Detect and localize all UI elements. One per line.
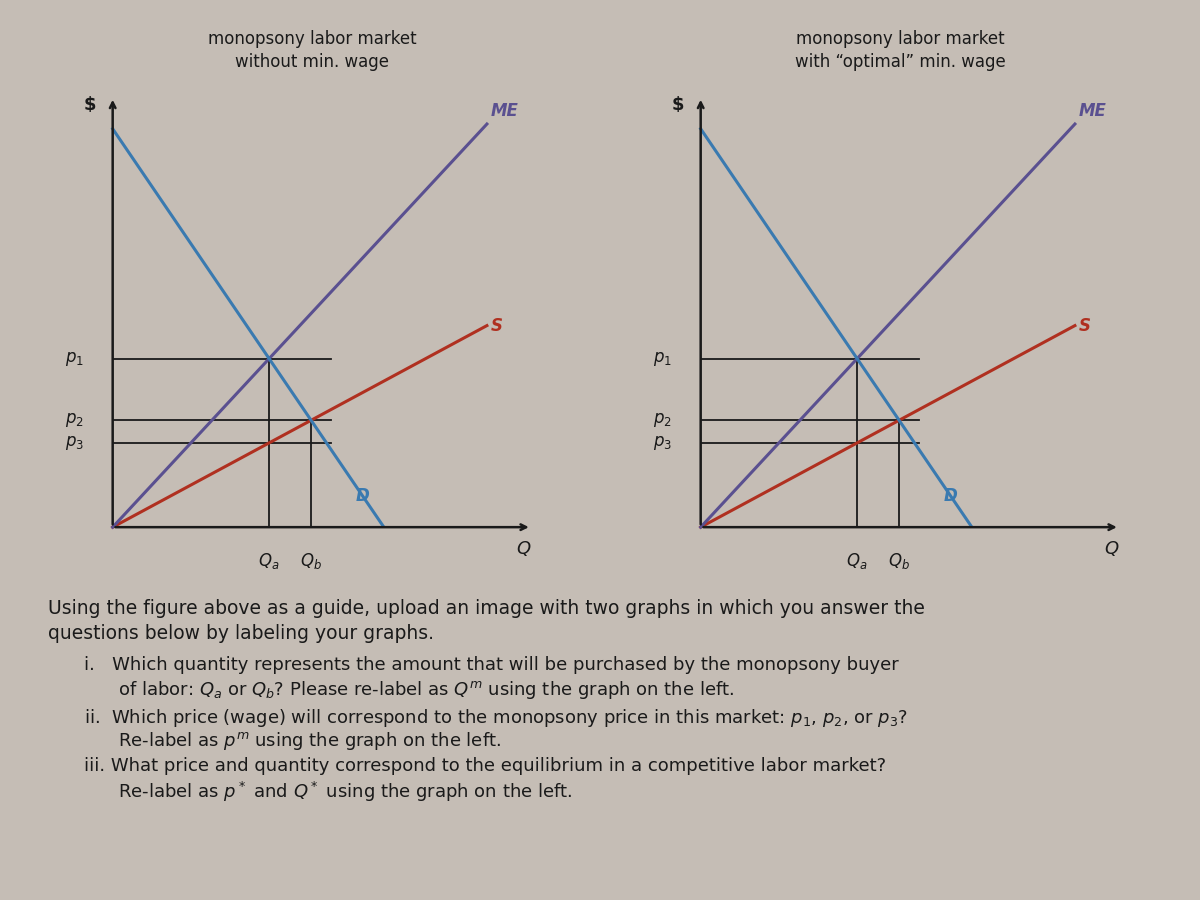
Text: $p_3$: $p_3$	[65, 434, 84, 452]
Text: $p_2$: $p_2$	[65, 411, 84, 429]
Text: Re-label as $p^*$ and $Q^*$ using the graph on the left.: Re-label as $p^*$ and $Q^*$ using the gr…	[84, 780, 572, 804]
Text: $p_3$: $p_3$	[653, 434, 672, 452]
Text: S: S	[491, 317, 503, 335]
Text: iii. What price and quantity correspond to the equilibrium in a competitive labo: iii. What price and quantity correspond …	[84, 757, 886, 775]
Text: $Q_b$: $Q_b$	[888, 551, 910, 572]
Text: S: S	[1079, 317, 1091, 335]
Text: Q: Q	[516, 540, 530, 558]
Text: $Q_a$: $Q_a$	[258, 551, 280, 572]
Text: $: $	[84, 96, 96, 114]
Text: Using the figure above as a guide, upload an image with two graphs in which you : Using the figure above as a guide, uploa…	[48, 598, 925, 617]
Text: $p_1$: $p_1$	[65, 349, 84, 367]
Text: $p_2$: $p_2$	[653, 411, 672, 429]
Title: monopsony labor market
without min. wage: monopsony labor market without min. wage	[208, 30, 416, 71]
Text: $: $	[672, 96, 684, 114]
Text: Q: Q	[1104, 540, 1118, 558]
Text: $Q_b$: $Q_b$	[300, 551, 322, 572]
Title: monopsony labor market
with “optimal” min. wage: monopsony labor market with “optimal” mi…	[794, 30, 1006, 71]
Text: Re-label as $p^m$ using the graph on the left.: Re-label as $p^m$ using the graph on the…	[84, 730, 502, 752]
Text: D: D	[355, 487, 370, 505]
Text: of labor: $Q_a$ or $Q_b$? Please re-label as $Q^m$ using the graph on the left.: of labor: $Q_a$ or $Q_b$? Please re-labe…	[84, 680, 734, 701]
Text: ii.  Which price (wage) will correspond to the monopsony price in this market: $: ii. Which price (wage) will correspond t…	[84, 706, 907, 729]
Text: $p_1$: $p_1$	[653, 349, 672, 367]
Text: $Q_a$: $Q_a$	[846, 551, 868, 572]
Text: D: D	[943, 487, 958, 505]
Text: i.   Which quantity represents the amount that will be purchased by the monopson: i. Which quantity represents the amount …	[84, 656, 899, 674]
Text: ME: ME	[491, 102, 518, 120]
Text: ME: ME	[1079, 102, 1106, 120]
Text: questions below by labeling your graphs.: questions below by labeling your graphs.	[48, 624, 434, 643]
